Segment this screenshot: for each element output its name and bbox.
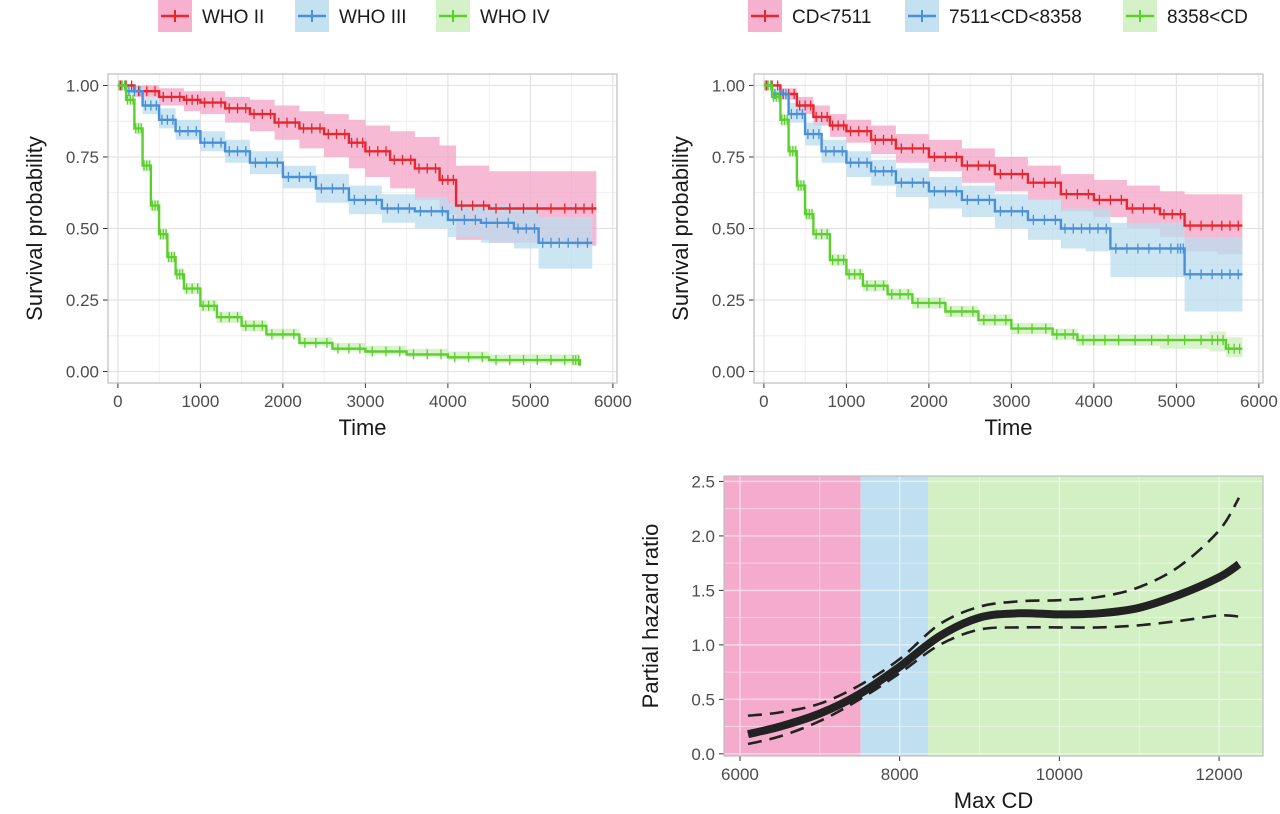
y-tick-label: 1.00 [66, 76, 99, 95]
legend-item: 8358<CD [1123, 0, 1248, 32]
y-tick-label: 0.50 [66, 220, 99, 239]
y-tick-label: 0.00 [712, 363, 745, 382]
x-tick-label: 6000 [721, 765, 759, 784]
panel-border [723, 475, 1264, 757]
km-panel-cd-group: 0 1000 2000 3000 4000 5000 6000 0.00 0.25 0.50 0.7… [668, 73, 1278, 440]
y-tick-label: 0.25 [66, 291, 99, 310]
x-tick-label: 6000 [1240, 392, 1278, 411]
x-tick-label: 6000 [594, 392, 632, 411]
hazard-ratio-panel: 6000 8000 10000 12000 0.0 0.5 1.0 1.5 2.0 2.5 Max … [638, 472, 1264, 813]
y-tick-label: 0.5 [691, 690, 715, 709]
hazard-estimate-curve [747, 560, 1242, 739]
x-tick-label: 1000 [181, 392, 219, 411]
x-tick-label: 1000 [827, 392, 865, 411]
y-tick-label: 0.75 [712, 148, 745, 167]
y-tick-label: 1.0 [691, 636, 715, 655]
x-tick-label: 3000 [992, 392, 1030, 411]
ci-band-0 [763, 85, 1243, 255]
ci-upper-curve [747, 497, 1241, 717]
survival-curve-0 [763, 84, 1243, 227]
survival-curve-1 [117, 84, 593, 244]
legend-cd-group: CD<7511 7511<CD<8358 8358<CD [748, 0, 1248, 32]
x-tick-label: 2000 [910, 392, 948, 411]
y-tick-label: 0.25 [712, 291, 745, 310]
legend-who-grade: WHO II WHO III WHO IV [158, 0, 550, 32]
ci-lower-curve [747, 614, 1240, 746]
x-axis-label: Max CD [954, 788, 1033, 813]
legend-item: WHO III [295, 0, 407, 32]
legend-item: 7511<CD<8358 [905, 0, 1082, 32]
legend-label: WHO III [339, 7, 407, 28]
x-tick-label: 3000 [346, 392, 384, 411]
x-axis-label: Time [338, 415, 386, 440]
panel-border [753, 73, 1264, 384]
x-tick-label: 4000 [1075, 392, 1113, 411]
x-tick-label: 5000 [1157, 392, 1195, 411]
x-tick-label: 10000 [1036, 765, 1083, 784]
plot-area [117, 80, 597, 372]
y-tick-label: 2.0 [691, 527, 715, 546]
region-band-1 [860, 476, 929, 756]
ci-band-1 [763, 85, 1243, 312]
y-axis-label: Survival probability [668, 136, 693, 321]
legend-label: CD<7511 [792, 7, 871, 28]
y-tick-label: 1.5 [691, 581, 715, 600]
y-tick-label: 0.75 [66, 148, 99, 167]
y-tick-label: 1.00 [712, 76, 745, 95]
panel-border [107, 73, 618, 384]
legend-label: 7511<CD<8358 [949, 7, 1082, 28]
x-tick-label: 2000 [264, 392, 302, 411]
y-axis-label: Survival probability [22, 136, 47, 321]
plot-area [763, 80, 1243, 358]
x-tick-label: 8000 [881, 765, 919, 784]
y-tick-label: 0.50 [712, 220, 745, 239]
x-tick-label: 0 [759, 392, 768, 411]
legend-item: WHO II [158, 0, 264, 32]
km-panel-who-grade: 0 1000 2000 3000 4000 5000 6000 0.00 0.25 0.50 0.7… [22, 73, 632, 440]
y-tick-label: 2.5 [691, 472, 715, 491]
x-tick-label: 12000 [1195, 765, 1242, 784]
ci-band-1 [117, 85, 593, 269]
survival-curve-2 [117, 84, 582, 366]
y-tick-label: 0.00 [66, 363, 99, 382]
survival-curve-0 [117, 84, 597, 210]
survival-curve-2 [763, 84, 1243, 350]
legend-label: 8358<CD [1167, 7, 1248, 28]
y-axis-label: Partial hazard ratio [638, 524, 663, 709]
legend-label: WHO II [202, 7, 264, 28]
x-tick-label: 4000 [429, 392, 467, 411]
legend-item: CD<7511 [748, 0, 871, 32]
x-tick-label: 5000 [511, 392, 549, 411]
x-tick-label: 0 [113, 392, 122, 411]
region-band-0 [724, 476, 861, 756]
x-axis-label: Time [984, 415, 1032, 440]
legend-label: WHO IV [480, 7, 550, 28]
y-tick-label: 0.0 [691, 745, 715, 764]
legend-item: WHO IV [436, 0, 550, 32]
